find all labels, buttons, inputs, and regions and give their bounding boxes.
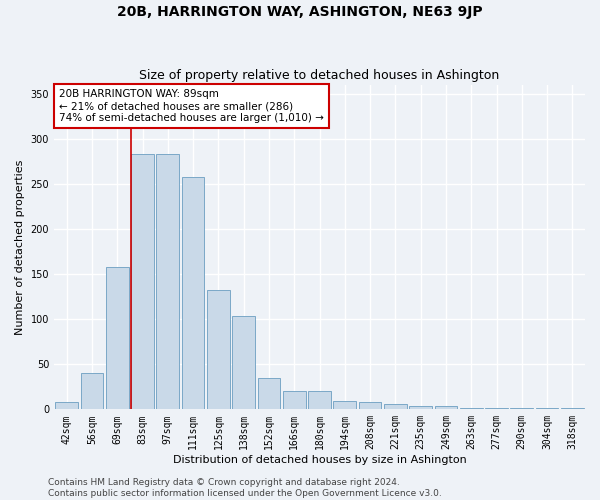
Title: Size of property relative to detached houses in Ashington: Size of property relative to detached ho… (139, 69, 500, 82)
Bar (131, 154, 154, 409)
Bar (157, 154, 179, 409)
Bar (308, 392, 331, 409)
Bar (334, 401, 356, 409)
Bar (55, 402, 78, 409)
Bar (511, 408, 533, 410)
Text: 20B HARRINGTON WAY: 89sqm
← 21% of detached houses are smaller (286)
74% of semi: 20B HARRINGTON WAY: 89sqm ← 21% of detac… (59, 90, 324, 122)
Bar (207, 290, 230, 410)
Bar (460, 408, 482, 410)
Bar (106, 267, 128, 410)
Bar (80, 373, 103, 410)
Bar (182, 176, 205, 410)
Bar (283, 392, 305, 409)
Bar (359, 402, 382, 409)
Bar (536, 408, 559, 410)
Bar (384, 404, 407, 409)
Y-axis label: Number of detached properties: Number of detached properties (15, 160, 25, 334)
Bar (232, 316, 255, 410)
Bar (561, 408, 584, 410)
Bar (257, 378, 280, 410)
Bar (409, 406, 432, 409)
Bar (434, 406, 457, 409)
X-axis label: Distribution of detached houses by size in Ashington: Distribution of detached houses by size … (173, 455, 466, 465)
Text: Contains HM Land Registry data © Crown copyright and database right 2024.
Contai: Contains HM Land Registry data © Crown c… (48, 478, 442, 498)
Bar (485, 408, 508, 410)
Text: 20B, HARRINGTON WAY, ASHINGTON, NE63 9JP: 20B, HARRINGTON WAY, ASHINGTON, NE63 9JP (117, 5, 483, 19)
